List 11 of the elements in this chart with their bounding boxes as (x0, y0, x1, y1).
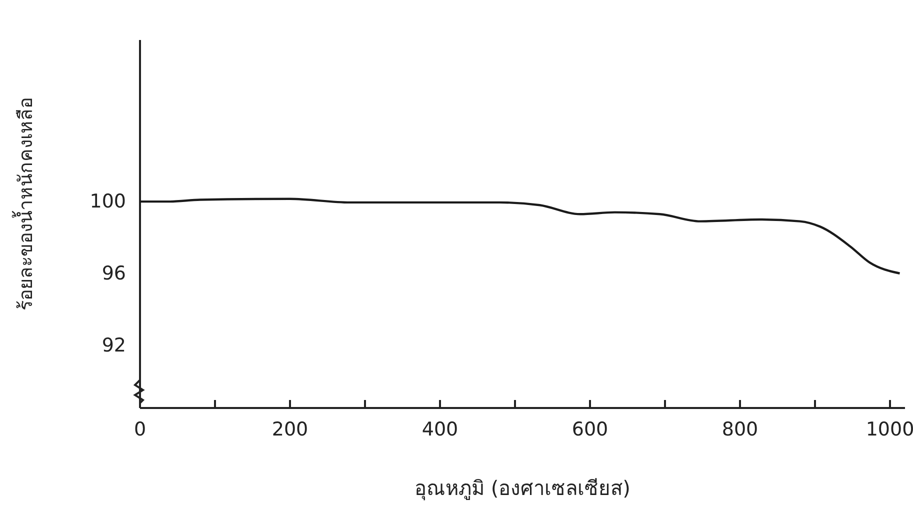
y-tick-label: 92 (102, 334, 126, 356)
x-tick-label: 600 (572, 418, 608, 440)
y-axis-title: ร้อยละของน้ำหนักคงเหลือ (12, 98, 37, 310)
y-tick-label: 96 (102, 262, 126, 284)
x-axis-title: อุณหภูมิ (องศาเซลเซียส) (414, 476, 630, 501)
x-tick-label: 800 (722, 418, 758, 440)
x-tick-label: 200 (272, 418, 308, 440)
x-tick-label: 0 (134, 418, 146, 440)
x-tick-label: 1000 (866, 418, 913, 440)
y-tick-label: 100 (90, 190, 126, 213)
x-tick-label: 400 (422, 418, 458, 440)
